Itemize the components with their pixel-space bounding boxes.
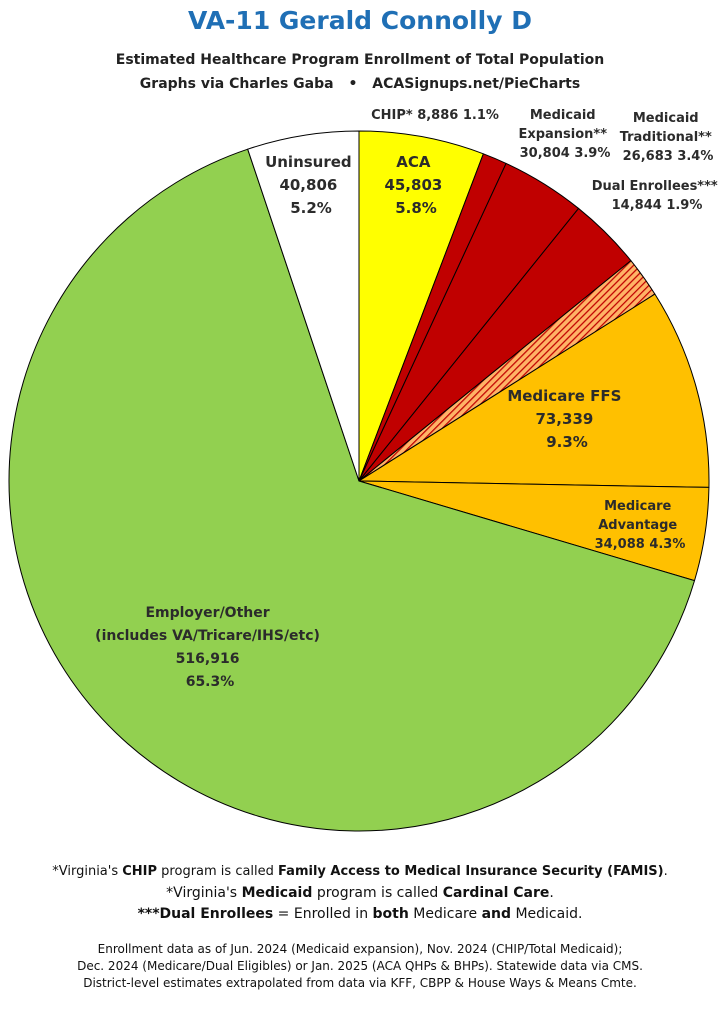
chart-credit: Graphs via Charles Gaba • ACASignups.net…: [0, 76, 720, 92]
slice-medicare-ffs: [358, 293, 710, 488]
source-line-1: Enrollment data as of Jun. 2024 (Medicai…: [97, 942, 623, 956]
slice-aca: [358, 130, 484, 482]
label-uninsured: Uninsured 40,806 5.2%: [265, 153, 357, 217]
label-chip: CHIP* 8,886 1.1%: [371, 108, 499, 123]
label-aca: ACA 45,803 5.8%: [384, 153, 447, 217]
pie-slices: [8, 130, 710, 832]
page-title: VA-11 Gerald Connolly D: [188, 6, 532, 35]
footnote-dual: ***Dual Enrollees = Enrolled in both Med…: [137, 906, 583, 922]
credit-separator: •: [348, 76, 358, 92]
source-line-3: District-level estimates extrapolated fr…: [83, 976, 637, 990]
source-notes: Enrollment data as of Jun. 2024 (Medicai…: [0, 941, 720, 992]
label-dual-enrollees: Dual Enrollees*** 14,844 1.9%: [592, 179, 720, 213]
label-medicare-advantage: Medicare Advantage 34,088 4.3%: [595, 499, 686, 552]
label-employer-other: Employer/Other (includes VA/Tricare/IHS/…: [95, 605, 325, 690]
footnote-chip: *Virginia's CHIP program is called Famil…: [52, 864, 668, 879]
footnote-medicaid: *Virginia's Medicaid program is called C…: [166, 885, 554, 901]
credit-author: Graphs via Charles Gaba: [139, 76, 334, 92]
label-medicaid-expansion: Medicaid Expansion** 30,804 3.9%: [518, 108, 611, 161]
slice-employer-other: [8, 148, 696, 832]
credit-link: ACASignups.net/PieCharts: [372, 76, 581, 92]
source-line-2: Dec. 2024 (Medicare/Dual Eligibles) or J…: [77, 959, 643, 973]
label-medicaid-traditional: Medicaid Traditional** 26,683 3.4%: [620, 111, 717, 164]
chart-subtitle: Estimated Healthcare Program Enrollment …: [115, 52, 605, 68]
slice-uninsured: [247, 130, 360, 482]
label-medicare-ffs: Medicare FFS 73,339 9.3%: [507, 387, 626, 451]
